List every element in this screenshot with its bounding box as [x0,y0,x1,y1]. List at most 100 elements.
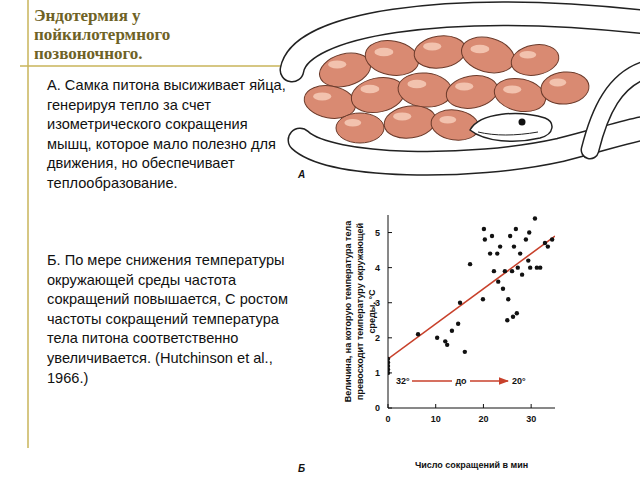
panel-label: Б [298,463,305,474]
data-point [506,297,510,301]
data-point [445,343,449,347]
egg [382,103,438,142]
x-tick [531,404,532,408]
panel-label: А [297,169,305,180]
egg-highlight [503,85,521,93]
data-point [388,371,390,375]
y-axis-label-line: среды, °С [367,289,377,334]
data-point [526,258,530,262]
egg-highlight [549,78,566,86]
egg-highlight [374,48,393,57]
y-tick [388,267,392,268]
data-point [495,251,499,255]
data-point [538,265,542,269]
data-point [520,272,524,276]
y-axis-label: Величина, на которую температура телапре… [343,220,377,402]
y-axis [388,215,389,408]
egg-highlight [455,82,473,90]
egg-highlight [313,92,331,100]
data-point [492,269,496,273]
y-axis-label-line: превосходит температуру окружающей [355,223,365,400]
python-illustration [292,14,640,163]
data-point [488,251,492,255]
data-point [528,265,532,269]
data-point [501,286,505,290]
paragraph: А. Самка питона высиживает яйца, генерир… [47,76,289,194]
egg-highlight [360,85,379,94]
snake-eye [519,119,526,126]
egg [397,71,454,110]
data-point [498,244,502,248]
x-tick [435,404,436,408]
x-tick-label: 30 [526,414,536,424]
data-point [456,322,460,326]
data-point [515,311,519,315]
data-point [508,234,512,238]
plot-area [388,216,555,375]
y-tick [388,302,392,303]
decor-line [20,65,290,67]
data-point [511,315,515,319]
x-tick-label: 20 [478,414,488,424]
egg-highlight [470,45,489,54]
data-point [527,230,531,234]
y-tick [388,337,392,338]
data-point [416,332,420,336]
data-point [482,227,486,231]
data-point [503,269,507,273]
x-axis-label: Число сокращений в мин [415,460,528,470]
y-tick [388,408,392,409]
data-point [524,237,528,241]
data-point [388,357,390,361]
egg-highlight [328,60,346,68]
data-point [516,265,520,269]
data-point [490,234,494,238]
data-point [543,241,547,245]
data-point [518,251,522,255]
egg-highlight [439,116,456,124]
data-point [505,318,509,322]
data-point [546,244,550,248]
snake-coil-outline [590,70,640,150]
data-point [483,237,487,241]
data-point [550,237,554,241]
egg-highlight [407,80,426,89]
trend-line [388,236,555,359]
egg [444,72,501,113]
annotation: 32° [396,376,410,386]
egg [509,41,561,79]
egg [491,74,549,116]
egg [362,37,421,80]
x-tick [483,404,484,408]
y-tick-label: 5 [375,228,380,238]
y-axis-label-line: Величина, на которую температура тела [343,220,353,402]
y-tick [388,232,392,233]
x-axis [388,408,555,409]
y-tick-label: 0 [375,403,380,413]
egg [458,32,519,79]
artwork: АБ0123450102030Число сокращений в минВел… [0,0,640,480]
egg [336,113,384,143]
data-point [496,279,500,283]
data-point [458,301,462,305]
x-tick [388,404,389,408]
y-tick-label: 4 [375,263,380,273]
data-point [533,216,537,220]
egg-highlight [519,51,536,59]
slide-title: Эндотермия у пойкилотермного позвоночног… [34,6,234,63]
snake-mouth [478,132,538,135]
egg-highlight [423,42,441,50]
data-point [512,244,516,248]
egg [540,70,591,106]
annotation: до [455,376,467,386]
data-point [468,262,472,266]
annotation-bg [452,374,470,387]
data-point [435,336,439,340]
data-point [481,297,485,301]
data-point [463,350,467,354]
x-tick-label: 10 [431,414,441,424]
egg [412,33,468,72]
annotation: 20° [512,376,526,386]
snake-head [470,114,552,142]
decor-line [27,0,29,448]
